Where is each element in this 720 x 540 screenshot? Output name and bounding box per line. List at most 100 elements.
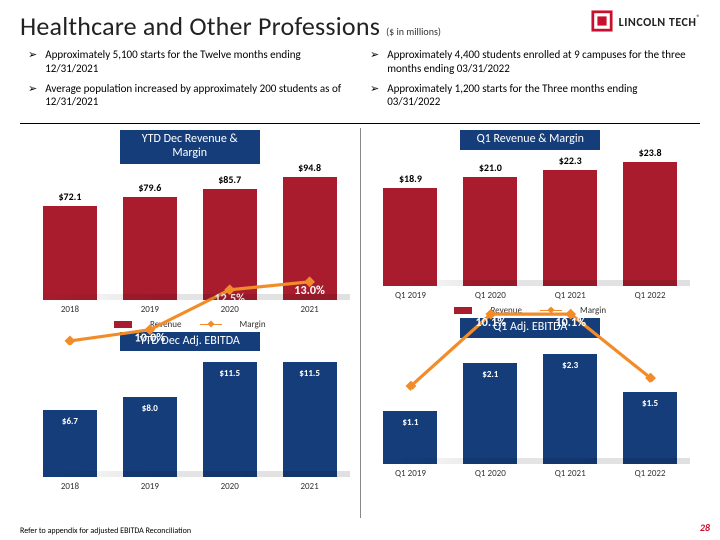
subtitle: ($ in millions): [386, 25, 441, 38]
bullet-text: Average population increased by approxim…: [45, 82, 350, 110]
bar-group: $94.8: [283, 161, 337, 300]
bullets-left: ➢ Approximately 5,100 starts for the Twel…: [28, 48, 350, 115]
bullet-text: Approximately 1,200 starts for the Three…: [387, 82, 692, 110]
chart-title: YTD Dec Revenue & Margin: [120, 130, 260, 164]
bullet-item: ➢ Approximately 1,200 starts for the Thre…: [370, 82, 692, 110]
bar-group: $85.7: [203, 173, 257, 300]
bar-group: $8.0: [123, 397, 177, 477]
divider: [20, 123, 700, 124]
x-axis-label: Q1 2021: [543, 468, 597, 479]
bar-group: $6.7: [43, 410, 97, 477]
bar: $8.0: [123, 397, 177, 477]
bar-value-label: $2.3: [562, 360, 578, 371]
bar-group: $11.5: [203, 362, 257, 477]
bullet-text: Approximately 4,400 students enrolled at…: [387, 48, 692, 76]
chart: $72.1 $79.6 $85.7 $94.8 9.3%10.0%12.5%13…: [30, 170, 350, 300]
bullet-item: ➢ Average population increased by approxi…: [28, 82, 350, 110]
bar-group: $72.1: [43, 190, 97, 300]
bar-value-label: $11.5: [299, 368, 320, 379]
chevron-right-icon: ➢: [370, 48, 379, 76]
bar-group: $2.3: [543, 354, 597, 464]
bar-value-label: $1.5: [642, 398, 658, 409]
bar-group: $79.6: [123, 181, 177, 300]
chevron-right-icon: ➢: [28, 48, 37, 76]
bar: $11.5: [283, 362, 337, 477]
x-axis-label: Q1 2020: [463, 468, 517, 479]
chart: $1.1 $2.1 $2.3 $1.5: [371, 344, 691, 464]
chevron-right-icon: ➢: [28, 82, 37, 110]
bar-value-label: $18.9: [399, 172, 422, 185]
header: Healthcare and Other Professions ($ in m…: [20, 10, 700, 42]
legend-label: Margin: [580, 305, 606, 316]
legend-swatch-margin: [200, 319, 222, 329]
page-number: 28: [700, 521, 710, 534]
x-axis-label: 2021: [283, 481, 337, 492]
bar-group: $22.3: [543, 154, 597, 286]
bullet-text: Approximately 5,100 starts for the Twelv…: [45, 48, 350, 76]
legend-swatch-margin: [540, 305, 562, 315]
x-axis-label: 2019: [123, 481, 177, 492]
bar-value-label: $22.3: [559, 154, 582, 167]
bar-value-label: $8.0: [142, 403, 158, 414]
bar: $2.1: [463, 363, 517, 464]
x-axis: 2018201920202021: [30, 304, 350, 315]
bar: $11.5: [203, 362, 257, 477]
footnote: Refer to appendix for adjusted EBITDA Re…: [20, 526, 191, 536]
legend-swatch-revenue: [114, 321, 132, 328]
x-axis-label: 2019: [123, 304, 177, 315]
bar: [463, 177, 517, 286]
bar-group: $21.0: [463, 161, 517, 286]
legend-label: Revenue: [150, 319, 182, 330]
bar: $2.3: [543, 354, 597, 464]
bar: $1.1: [383, 411, 437, 464]
x-axis-label: 2018: [43, 304, 97, 315]
bar-value-label: $1.1: [402, 417, 418, 428]
bar-group: $11.5: [283, 362, 337, 477]
bar-value-label: $6.7: [62, 416, 78, 427]
logo: LINCOLN TECH®: [591, 10, 700, 32]
charts-area: YTD Dec Revenue & Margin $72.1 $79.6 $85…: [20, 128, 700, 518]
chart-title: Q1 Adj. EBITDA: [460, 318, 600, 338]
left-pane: YTD Dec Revenue & Margin $72.1 $79.6 $85…: [20, 128, 360, 518]
bar-value-label: $94.8: [298, 161, 321, 174]
legend: Revenue Margin: [365, 305, 697, 316]
bar: [123, 197, 177, 300]
bar-group: $1.1: [383, 411, 437, 464]
right-pane: Q1 Revenue & Margin $18.9 $21.0 $22.3 $2…: [360, 128, 701, 518]
lincoln-logo-icon: [591, 10, 613, 32]
bar: [43, 206, 97, 300]
bar-value-label: $21.0: [479, 161, 502, 174]
bars: $18.9 $21.0 $22.3 $23.8: [371, 156, 691, 286]
bar-group: $23.8: [623, 146, 677, 286]
chart-title: YTD Dec Adj. EBITDA: [120, 332, 260, 352]
x-axis-label: Q1 2019: [383, 468, 437, 479]
bar: $6.7: [43, 410, 97, 477]
legend-label: Revenue: [490, 305, 522, 316]
bar: [283, 177, 337, 300]
x-axis-label: 2018: [43, 481, 97, 492]
legend: Revenue Margin: [24, 319, 356, 330]
bars: $1.1 $2.1 $2.3 $1.5: [371, 344, 691, 464]
bar: [203, 189, 257, 300]
bullet-item: ➢ Approximately 5,100 starts for the Twel…: [28, 48, 350, 76]
bullets-right: ➢ Approximately 4,400 students enrolled a…: [370, 48, 692, 115]
x-axis: 2018201920202021: [30, 481, 350, 492]
x-axis-label: Q1 2021: [543, 290, 597, 301]
chart: $18.9 $21.0 $22.3 $23.8 5.6%10.1%10.1%6.…: [371, 156, 691, 286]
bar-value-label: $11.5: [219, 368, 240, 379]
bar-value-label: $2.1: [482, 369, 498, 380]
page-title: Healthcare and Other Professions: [20, 10, 380, 42]
bar: $1.5: [623, 392, 677, 464]
x-axis: Q1 2019Q1 2020Q1 2021Q1 2022: [371, 290, 691, 301]
x-axis-label: 2021: [283, 304, 337, 315]
chart-title: Q1 Revenue & Margin: [460, 130, 600, 150]
chevron-right-icon: ➢: [370, 82, 379, 110]
x-axis-label: Q1 2022: [623, 468, 677, 479]
chart: $6.7 $8.0 $11.5 $11.5: [30, 357, 350, 477]
title-wrap: Healthcare and Other Professions ($ in m…: [20, 10, 441, 42]
bullet-item: ➢ Approximately 4,400 students enrolled a…: [370, 48, 692, 76]
bar-value-label: $72.1: [58, 190, 81, 203]
bar-value-label: $79.6: [138, 181, 161, 194]
x-axis-label: Q1 2019: [383, 290, 437, 301]
bars: $6.7 $8.0 $11.5 $11.5: [30, 357, 350, 477]
